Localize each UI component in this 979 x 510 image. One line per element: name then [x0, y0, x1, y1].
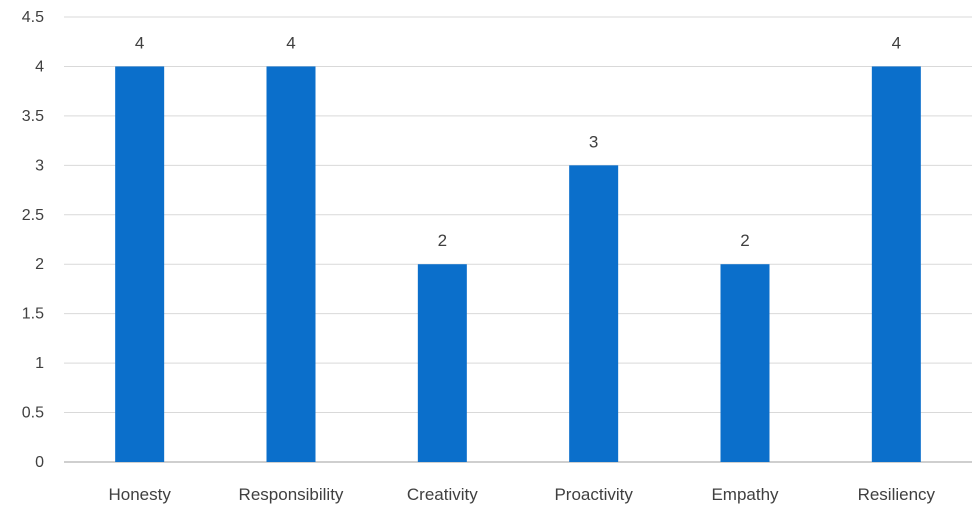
x-tick-label: Responsibility [239, 485, 344, 504]
y-tick-label: 3.5 [22, 108, 44, 125]
data-label: 2 [438, 231, 447, 250]
y-tick-label: 2 [35, 256, 44, 273]
data-label: 4 [892, 33, 901, 52]
y-tick-label: 1 [35, 355, 44, 372]
bars [115, 66, 921, 463]
gridlines [64, 16, 972, 414]
y-tick-label: 1.5 [22, 306, 44, 323]
data-label: 4 [135, 33, 144, 52]
x-tick-label: Empathy [711, 485, 779, 504]
y-tick-label: 0.5 [22, 405, 44, 422]
y-axis-tick-labels: 0 0.5 1 1.5 2 2.5 3 3.5 4 4.5 [22, 9, 44, 471]
x-tick-label: Honesty [108, 485, 171, 504]
bar-empathy [720, 264, 770, 462]
x-tick-label: Proactivity [554, 485, 633, 504]
y-tick-label: 4 [35, 58, 44, 75]
x-tick-label: Creativity [407, 485, 478, 504]
bar-proactivity [569, 165, 619, 463]
y-tick-label: 0 [35, 454, 44, 471]
data-labels: 4 4 2 3 2 4 [135, 33, 901, 250]
y-tick-label: 3 [35, 157, 44, 174]
bar-honesty [115, 66, 165, 462]
x-axis-tick-labels: Honesty Responsibility Creativity Proactivi… [108, 485, 935, 504]
data-label: 3 [589, 132, 598, 151]
bar-responsibility [266, 66, 316, 462]
data-label: 2 [740, 231, 749, 250]
y-tick-label: 2.5 [22, 207, 44, 224]
bar-resiliency [871, 66, 921, 462]
data-label: 4 [286, 33, 295, 52]
bar-creativity [417, 264, 467, 462]
y-tick-label: 4.5 [22, 9, 44, 26]
x-tick-label: Resiliency [858, 485, 936, 504]
